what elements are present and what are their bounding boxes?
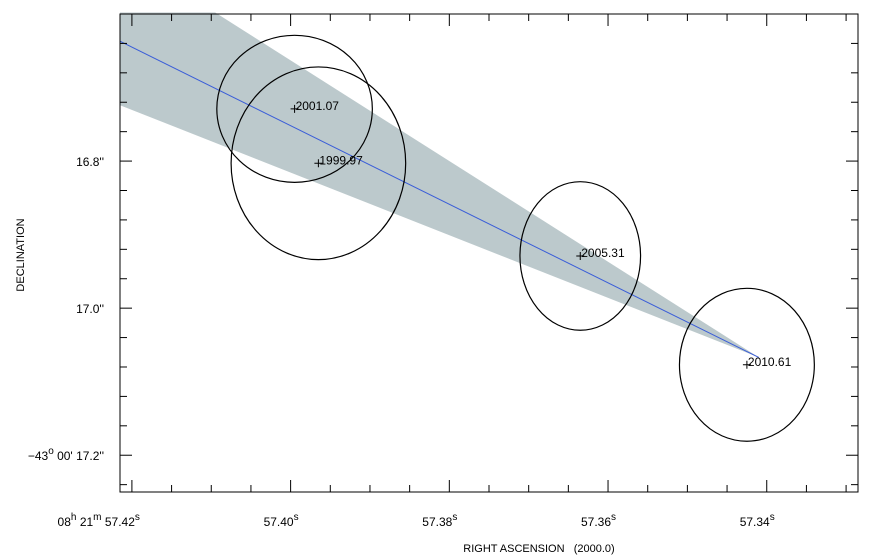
y-tick-labels: 16.8'' 17.0'' −43o 00' 17.2'' <box>28 155 104 463</box>
epoch-marker-3 <box>742 360 751 369</box>
axis-ticks <box>120 13 858 492</box>
x-axis-title: RIGHT ASCENSION (2000.0) <box>463 543 614 555</box>
epoch-labels: 1999.97 2001.07 2005.31 2010.61 <box>296 99 792 369</box>
error-ellipses <box>216 34 815 442</box>
epoch-label-2: 2005.31 <box>581 246 625 260</box>
error-ellipse-0 <box>230 66 407 261</box>
error-ellipse-2 <box>519 181 642 331</box>
y-tick-label-0: 16.8'' <box>76 155 104 169</box>
x-tick-label-1: 57.40s <box>264 512 299 529</box>
uncertainty-band <box>120 12 759 358</box>
epoch-label-1: 2001.07 <box>296 99 340 113</box>
epoch-label-0: 1999.97 <box>319 153 363 167</box>
y-axis-title: DECLINATION <box>15 218 27 291</box>
epoch-marker-1 <box>290 104 299 113</box>
proper-motion-fit-line <box>119 40 760 358</box>
epoch-marker-0 <box>314 159 323 168</box>
epoch-label-3: 2010.61 <box>748 355 792 369</box>
x-tick-labels: 08h 21m 57.42s 57.40s 57.38s 57.36s 57.34s <box>58 512 775 529</box>
epoch-markers <box>290 104 751 369</box>
error-ellipse-1 <box>216 34 373 184</box>
x-tick-label-0: 08h 21m 57.42s <box>58 512 140 529</box>
y-tick-label-2: −43o 00' 17.2'' <box>28 446 104 463</box>
x-tick-label-2: 57.38s <box>422 512 457 529</box>
x-tick-label-4: 57.34s <box>740 512 775 529</box>
y-tick-label-1: 17.0'' <box>76 302 104 316</box>
error-ellipse-3 <box>678 287 815 442</box>
x-tick-label-3: 57.36s <box>581 512 616 529</box>
epoch-marker-2 <box>576 251 585 260</box>
